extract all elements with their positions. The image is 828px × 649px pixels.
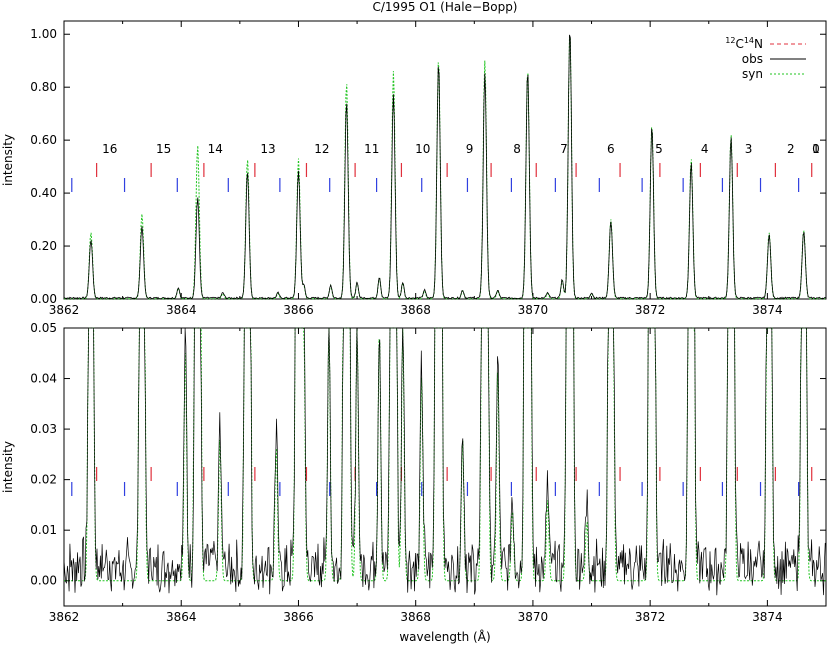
obs-line-upper <box>63 34 827 300</box>
lower-x-ticks: 3862 3864 3866 3868 3870 3872 3874 <box>49 328 827 624</box>
lower-xtick-label: 3864 <box>166 610 197 624</box>
upper-ytick-label: 1.00 <box>30 27 57 41</box>
lower-y-axis-label: intensity <box>1 441 15 493</box>
band-label: 0 <box>812 142 820 156</box>
legend-label: obs <box>742 52 763 66</box>
upper-xtick-label: 3866 <box>283 303 314 317</box>
band-label: 5 <box>655 142 663 156</box>
upper-line-markers <box>71 163 813 192</box>
lower-ytick-label: 0.03 <box>30 422 57 436</box>
lower-ytick-label: 0.01 <box>30 523 57 537</box>
lower-series <box>63 327 827 596</box>
band-label: 7 <box>560 142 568 156</box>
band-label: 16 <box>102 142 117 156</box>
band-label: 10 <box>415 142 430 156</box>
lower-ytick-label: 0.04 <box>30 372 57 386</box>
lower-xtick-label: 3862 <box>49 610 80 624</box>
x-axis-label: wavelength (Å) <box>399 629 490 644</box>
upper-ytick-label: 0.20 <box>30 239 57 253</box>
legend-label: 12C14N <box>725 36 763 51</box>
lower-panel-frame <box>63 327 827 607</box>
band-label: 11 <box>364 142 379 156</box>
upper-x-ticks: 3862 3864 3866 3868 3870 3872 3874 <box>49 21 827 317</box>
upper-xtick-label: 3868 <box>400 303 431 317</box>
lower-xtick-label: 3866 <box>283 610 314 624</box>
band-label: 4 <box>701 142 709 156</box>
upper-panel-frame <box>63 20 827 300</box>
lower-xtick-label: 3872 <box>635 610 666 624</box>
lower-ytick-label: 0.02 <box>30 473 57 487</box>
band-label: 2 <box>787 142 795 156</box>
upper-y-axis-label: intensity <box>1 134 15 186</box>
upper-series <box>63 34 827 300</box>
band-label: 3 <box>745 142 753 156</box>
upper-xtick-label: 3872 <box>635 303 666 317</box>
band-labels: 16 15 14 13 12 11 10 9 8 7 6 5 4 3 2 10 <box>102 142 820 156</box>
syn-line-upper <box>64 36 826 300</box>
figure-title: C/1995 O1 (Hale−Bopp) <box>373 0 518 14</box>
obs-line-lower <box>63 327 827 596</box>
lower-y-ticks: 0.00 0.01 0.02 0.03 0.04 0.05 <box>30 321 826 588</box>
band-label: 14 <box>208 142 223 156</box>
band-label: 1 <box>812 142 820 156</box>
upper-xtick-label: 3874 <box>752 303 783 317</box>
upper-ytick-label: 0.40 <box>30 186 57 200</box>
band-label: 15 <box>156 142 171 156</box>
legend-label: syn <box>742 67 763 81</box>
lower-ytick-label: 0.05 <box>30 321 57 335</box>
syn-line-lower <box>64 327 826 582</box>
lower-xtick-label: 3874 <box>752 610 783 624</box>
upper-ytick-label: 0.60 <box>30 133 57 147</box>
upper-y-ticks: 0.00 0.20 0.40 0.60 0.80 1.00 <box>30 27 826 306</box>
band-label: 9 <box>466 142 474 156</box>
upper-xtick-label: 3862 <box>49 303 80 317</box>
lower-xtick-label: 3868 <box>400 610 431 624</box>
band-label: 13 <box>260 142 275 156</box>
band-label: 12 <box>314 142 329 156</box>
upper-ytick-label: 0.00 <box>30 292 57 306</box>
upper-xtick-label: 3870 <box>518 303 549 317</box>
lower-panel: 0.000.010.020.030.040.05 3862 3864 3866 386… <box>1 321 827 644</box>
lower-ytick-label: 0.00 <box>30 574 57 588</box>
upper-panel: 0.000.200.400.600.801.00 3862 3864 3866 386… <box>1 20 827 317</box>
band-label: 6 <box>607 142 615 156</box>
lower-xtick-label: 3870 <box>518 610 549 624</box>
lower-line-markers <box>71 467 813 496</box>
upper-ytick-label: 0.80 <box>30 80 57 94</box>
band-label: 8 <box>513 142 521 156</box>
upper-xtick-label: 3864 <box>166 303 197 317</box>
